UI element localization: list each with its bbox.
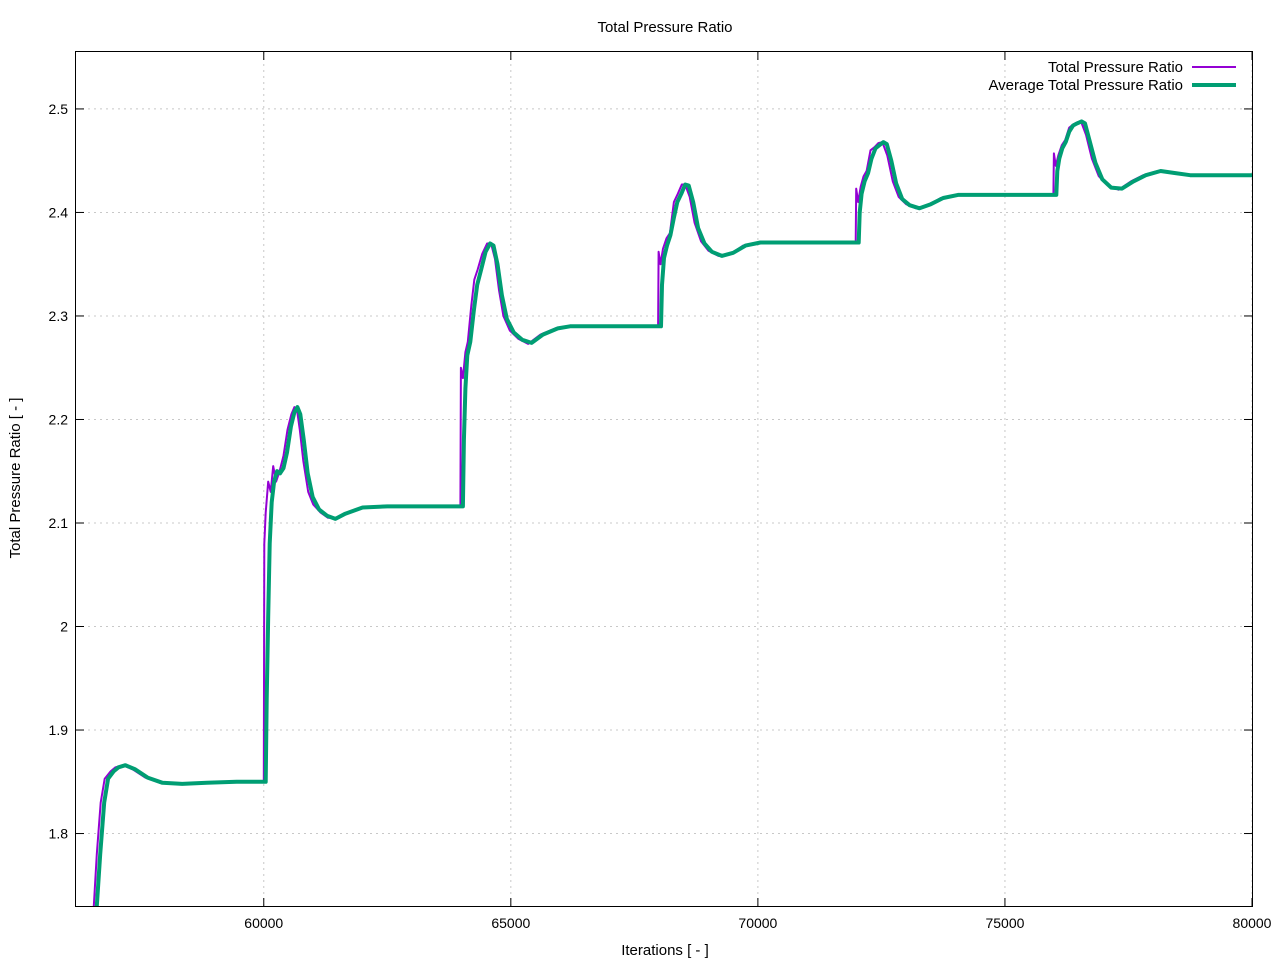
x-tick-label: 65000: [491, 915, 530, 931]
y-tick-label: 2.5: [49, 101, 69, 117]
y-tick-label: 2.1: [49, 515, 69, 531]
y-tick-label: 2: [60, 619, 68, 635]
x-tick-label: 60000: [244, 915, 283, 931]
x-tick-label: 80000: [1233, 915, 1272, 931]
series-line-average-total-pressure-ratio: [94, 119, 1252, 906]
y-axis-label: Total Pressure Ratio [ - ]: [7, 398, 24, 559]
x-tick-label: 70000: [738, 915, 777, 931]
y-tick-label: 2.3: [49, 308, 69, 324]
legend-label: Total Pressure Ratio: [1048, 59, 1183, 76]
chart-title: Total Pressure Ratio: [597, 19, 732, 36]
y-tick-label: 1.9: [49, 722, 69, 738]
y-tick-label: 2.2: [49, 411, 69, 427]
legend-label: Average Total Pressure Ratio: [988, 77, 1183, 94]
y-tick-label: 1.8: [49, 826, 69, 842]
y-tick-label: 2.4: [49, 204, 69, 220]
axis-ticks: 60000 65000 70000 75000 80000 1.8 1.9 2 2.1 2.2 2.…: [49, 52, 1272, 931]
plot-frame: [75, 51, 1253, 907]
series-layer: [92, 119, 1252, 906]
x-tick-label: 75000: [985, 915, 1024, 931]
x-axis-label: Iterations [ - ]: [621, 942, 709, 959]
